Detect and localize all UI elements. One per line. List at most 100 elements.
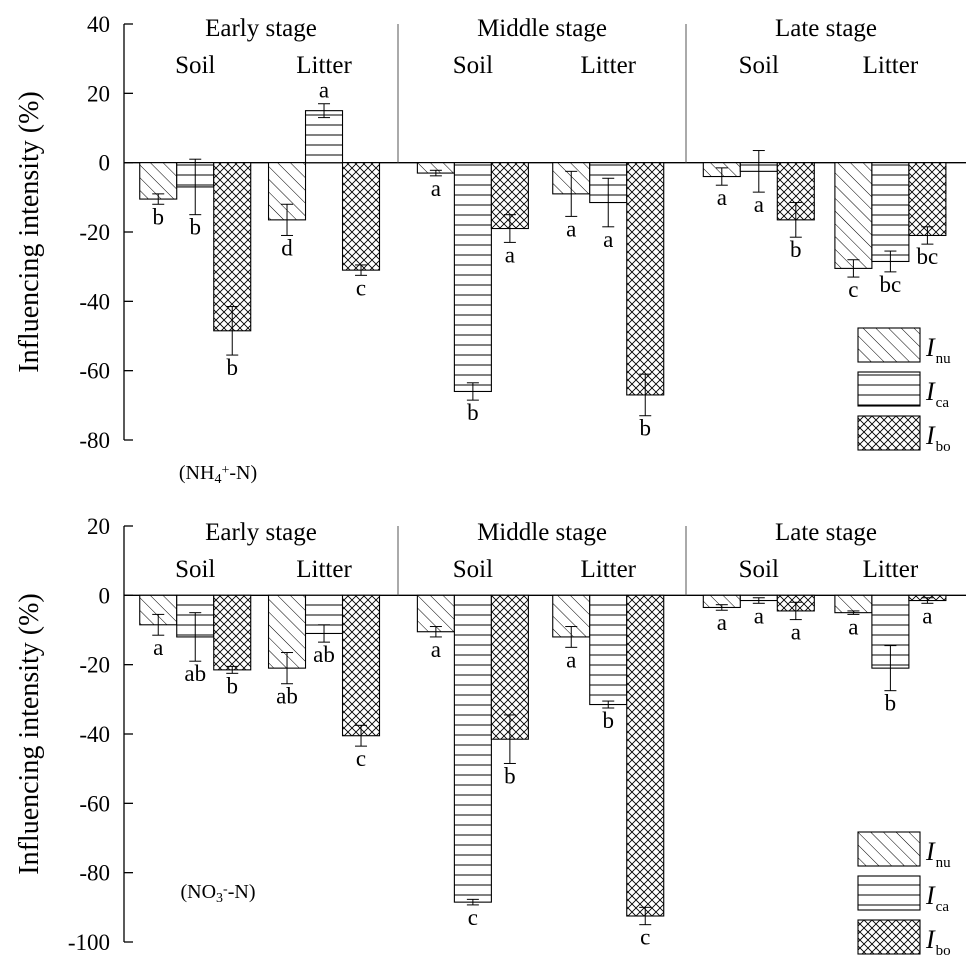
significance-letter: a [791,620,801,645]
bar-nu [416,594,455,633]
legend-label-bo: Ibo [925,925,951,959]
bar-nu [834,594,873,614]
bar-ca [871,162,910,263]
subgroup-label: Soil [453,52,493,79]
significance-letter: ab [276,684,298,709]
significance-letter: a [717,610,727,635]
legend-label-sub: bo [936,943,951,959]
legend-swatch-bo [857,919,921,955]
stage-label: Early stage [205,15,317,42]
panel-label-part: + [221,463,229,478]
nh4-panel: 40 20 0 -20 -40 -60 -80 Influencing intensity (… [14,12,966,487]
bar-bo [341,594,381,737]
significance-letter: ab [313,642,335,667]
y-tick-label: 20 [87,514,110,539]
significance-letter: b [226,355,238,380]
significance-letter: a [431,176,441,201]
bar-bo [908,162,947,237]
y-tick-label: 0 [99,151,111,176]
panel-label: (NO3--N) [181,881,256,906]
y-tick-label: 0 [99,583,111,608]
legend-swatch-ca [857,371,921,407]
y-tick-label: -80 [79,861,110,886]
no3-panel: 20 0 -20 -40 -60 -80 -100 Influencing intensity… [14,514,966,955]
significance-letter: a [922,603,932,628]
bar-ca [589,594,628,706]
bar-bo [213,162,252,332]
y-tick-label: -40 [79,722,110,747]
significance-letter: a [754,603,764,628]
panel-label-part: -N) [228,881,256,903]
significance-letter: a [431,637,441,662]
y-axis-label: Influencing intensity (%) [14,593,45,874]
significance-letter: a [754,192,764,217]
significance-letter: c [468,905,478,930]
bar-ca [304,110,344,164]
significance-letter: d [281,235,293,260]
bar-ca [453,162,492,393]
subgroup-label: Soil [175,52,215,79]
panel-label-part: (NH [179,462,215,484]
y-tick-label: -60 [79,359,110,384]
subgroup-label: Soil [175,556,215,583]
significance-letter: b [790,237,802,262]
significance-letter: a [153,635,163,660]
significance-letter: a [505,242,515,267]
significance-letter: b [639,416,651,441]
legend-label-ca: Ica [925,881,949,915]
legend-label-sub: bo [936,439,951,455]
legend-swatch-nu [857,327,921,363]
subgroup-label: Litter [580,556,636,583]
legend-label-ca: Ica [925,377,949,411]
bar-bo [626,162,665,396]
significance-letter: b [885,691,897,716]
panel-label-part: (NO [181,881,217,903]
legend-label-nu: Inu [925,837,951,871]
significance-letter: a [717,185,727,210]
legend-label-sub: ca [936,395,950,411]
significance-letter: b [602,708,614,733]
significance-letter: a [848,614,858,639]
bar-bo [213,594,252,671]
legend-label-main: I [925,421,936,450]
stage-label: Late stage [775,519,877,546]
panel-label-part: - [223,882,228,897]
stage-label: Middle stage [477,15,607,42]
subgroup-label: Litter [296,556,352,583]
legend-label-main: I [925,333,936,362]
subgroup-label: Litter [863,556,919,583]
subgroup-label: Soil [453,556,493,583]
stage-label: Late stage [775,15,877,42]
significance-letter: c [356,275,366,300]
legend-label-bo: Ibo [925,421,951,455]
legend-label-sub: nu [936,855,952,871]
stage-label: Early stage [205,519,317,546]
subgroup-label: Litter [863,52,919,79]
legend-swatch-ca [857,875,921,911]
y-tick-label: 20 [87,81,110,106]
legend-swatch-bo [857,415,921,451]
panel-label-part: 4 [214,472,221,487]
stage-label: Middle stage [477,519,607,546]
panel-label: (NH4+-N) [179,462,257,487]
y-tick-label: -60 [79,791,110,816]
significance-letter: b [467,400,479,425]
significance-letter: c [356,746,366,771]
legend-label-main: I [925,881,936,910]
panel-label-part: -N) [229,462,257,484]
subgroup-label: Soil [739,52,779,79]
significance-letter: ab [184,661,206,686]
legend-label-sub: ca [936,899,950,915]
significance-letter: a [319,78,329,103]
y-tick-label: 40 [87,12,110,37]
bar-bo [341,162,381,271]
significance-letter: a [566,647,576,672]
significance-letter: bc [917,244,939,269]
bar-bo [626,594,665,917]
significance-letter: a [566,216,576,241]
subgroup-label: Soil [739,556,779,583]
significance-letter: b [189,215,201,240]
significance-letter: b [226,673,238,698]
